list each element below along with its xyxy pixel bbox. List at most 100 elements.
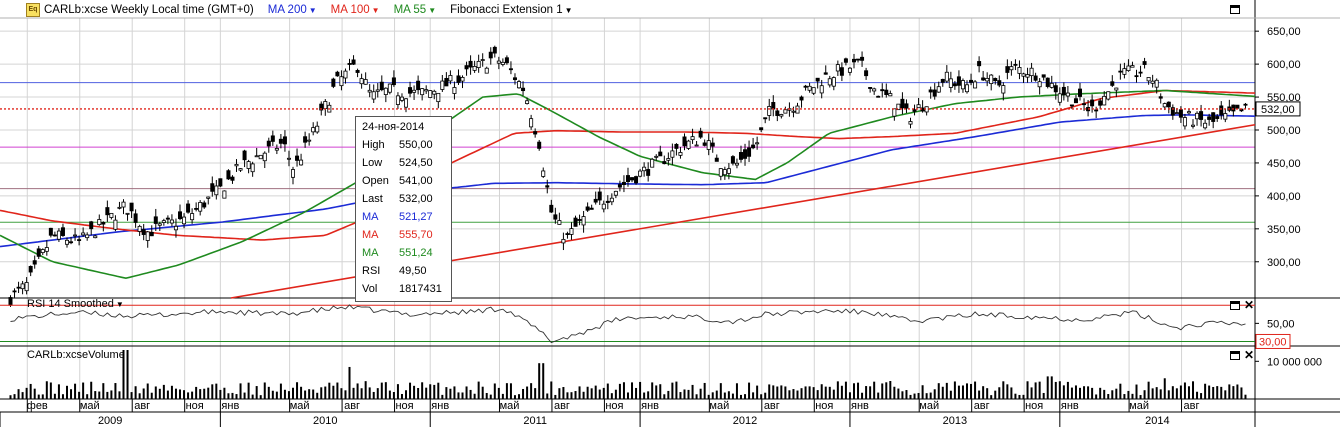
volume-bar <box>400 393 403 399</box>
volume-bar <box>1002 381 1005 399</box>
candle-body <box>1211 112 1216 122</box>
maximize-volume-pane-button[interactable] <box>1230 351 1240 360</box>
volume-bar <box>606 383 609 399</box>
volume-bar <box>243 392 246 399</box>
candle-body <box>686 140 691 149</box>
month-label: май <box>709 400 729 412</box>
candle-body <box>367 89 372 93</box>
volume-bar <box>130 392 133 399</box>
volume-bar <box>542 363 545 399</box>
candle-body <box>856 58 861 61</box>
candle-body <box>145 231 150 241</box>
volume-bar <box>659 384 662 399</box>
volume-bar <box>776 386 779 399</box>
volume-bar <box>1022 394 1025 399</box>
candle-body <box>658 151 663 157</box>
chevron-down-icon: ▼ <box>308 6 317 15</box>
candle-body <box>1049 82 1054 88</box>
indicator-ma55[interactable]: MA 55 ▼ <box>394 4 437 16</box>
rsi-panel-title[interactable]: RSI 14 Smoothed ▼ <box>27 298 124 310</box>
candle-body <box>436 92 441 103</box>
indicator-ma55-label: MA 55 <box>393 4 427 16</box>
volume-bar <box>1058 381 1061 399</box>
volume-bar <box>622 382 625 399</box>
candle-body <box>1146 77 1151 82</box>
close-rsi-pane-button[interactable]: ✕ <box>1244 298 1255 312</box>
candle-body <box>36 248 41 257</box>
candle-body <box>674 143 679 149</box>
volume-bar <box>453 386 456 399</box>
candle-body <box>597 191 602 201</box>
candle-body <box>315 125 320 133</box>
candle-body <box>262 152 267 162</box>
volume-bar <box>1018 394 1021 399</box>
volume-bar <box>978 390 981 399</box>
volume-bar <box>885 382 888 399</box>
candle-body <box>900 98 905 109</box>
candle-body <box>646 169 651 176</box>
volume-bar <box>1119 383 1122 399</box>
tooltip-row: Open 541,00 <box>362 172 449 190</box>
candle-body <box>682 136 687 147</box>
candle-body <box>952 83 957 87</box>
month-label: янв <box>641 400 659 412</box>
volume-bar <box>1026 381 1029 399</box>
volume-bar <box>1196 391 1199 399</box>
volume-bar <box>869 386 872 399</box>
maximize-main-pane-button[interactable] <box>1230 5 1240 14</box>
volume-bar <box>824 386 827 399</box>
candle-body <box>89 221 94 230</box>
candle-body <box>617 184 622 188</box>
candle-body <box>214 185 219 196</box>
volume-bar <box>1139 395 1142 399</box>
month-label: ноя <box>815 400 833 412</box>
volume-bar <box>582 391 585 399</box>
candle-body <box>500 61 505 65</box>
month-label: ноя <box>186 400 204 412</box>
candle-body <box>969 79 974 83</box>
volume-bar <box>445 387 448 399</box>
volume-bar <box>126 350 129 399</box>
candle-body <box>1199 111 1204 120</box>
candle-body <box>303 136 308 143</box>
candle-body <box>888 93 893 97</box>
indicator-fibonacci[interactable]: Fibonacci Extension 1 ▼ <box>450 4 572 16</box>
month-label: авг <box>1184 400 1200 412</box>
candle-body <box>347 63 352 65</box>
volume-bar <box>368 387 371 399</box>
volume-bar <box>457 392 460 399</box>
volume-bar <box>477 381 480 399</box>
volume-bar <box>945 382 948 399</box>
volume-bar <box>352 387 355 399</box>
maximize-rsi-pane-button[interactable] <box>1230 301 1240 310</box>
volume-bar <box>618 383 621 399</box>
candle-body <box>1041 74 1046 78</box>
candle-body <box>702 142 707 146</box>
candle-body <box>1021 73 1026 77</box>
volume-bar <box>1147 381 1150 399</box>
chart-title[interactable]: CARLb:xcse Weekly Local time (GMT+0) <box>44 4 254 16</box>
volume-bar <box>735 383 738 399</box>
candle-body <box>573 217 578 227</box>
volume-bar <box>594 385 597 399</box>
candle-body <box>157 223 162 226</box>
indicator-ma100-label: MA 100 <box>330 4 370 16</box>
candle-body <box>32 260 37 265</box>
close-volume-pane-button[interactable]: ✕ <box>1244 348 1255 362</box>
indicator-ma200[interactable]: MA 200 ▼ <box>268 4 317 16</box>
candle-body <box>355 70 360 73</box>
candle-body <box>496 60 501 64</box>
candle-body <box>488 51 493 59</box>
candle-body <box>242 150 247 161</box>
volume-bar <box>513 395 516 399</box>
indicator-ma100[interactable]: MA 100 ▼ <box>331 4 380 16</box>
candle-body <box>44 247 49 252</box>
candle-body <box>811 87 816 94</box>
tooltip-key: Open <box>362 175 389 187</box>
tooltip-value: 524,50 <box>399 157 433 169</box>
volume-bar <box>1014 393 1017 399</box>
volume-bar <box>744 394 747 399</box>
volume-bar <box>425 387 428 399</box>
candle-body <box>912 109 917 112</box>
volume-bar <box>505 383 508 399</box>
